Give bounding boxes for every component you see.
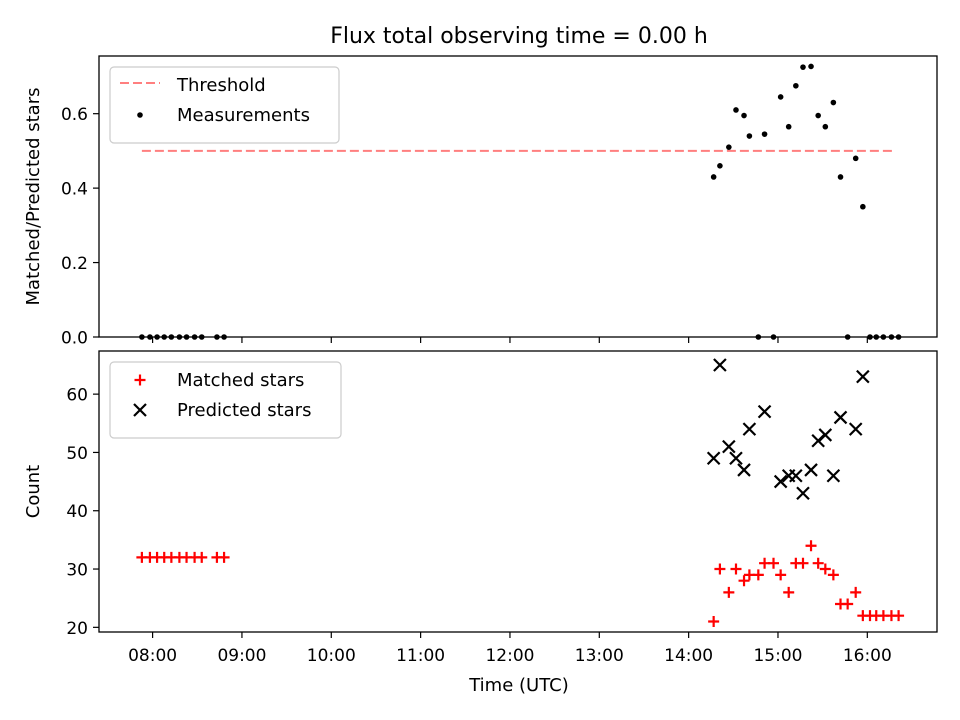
panel2-matched-stars-point-12: [714, 563, 726, 575]
panel1-measurements-point-30: [852, 155, 859, 162]
panel2-matched-stars-point-27: [827, 569, 839, 581]
panel2-legend-handle-0: [134, 374, 146, 386]
panel1-legend-label-0: Threshold: [176, 75, 266, 96]
panel1-y-tick-label-1: 0.2: [61, 254, 88, 274]
panel2-matched-stars-point-21: [783, 586, 795, 598]
panel1-measurements-point-18: [761, 131, 768, 137]
panel2-y-tick-label-1: 30: [66, 561, 88, 581]
x-axis-label: Time (UTC): [468, 675, 569, 696]
panel2-legend-label-0: Matched stars: [177, 370, 304, 391]
x-tick-label-2: 10:00: [307, 646, 356, 666]
panel1-measurements-point-13: [726, 144, 732, 150]
panel2-y-tick-label-4: 60: [66, 386, 88, 406]
panel2-matched-stars-point-29: [842, 598, 854, 610]
panel2-predicted-stars-point-10: [796, 486, 810, 501]
panel2-predicted-stars-point-0: [706, 451, 721, 466]
panel1-measurements-point-24: [808, 63, 814, 70]
panel2-predicted-stars-point-14: [826, 468, 841, 483]
panel1-legend: [109, 66, 340, 144]
panel1-y-tick-label-0: 0.0: [61, 329, 88, 349]
panel2-predicted-stars-point-13: [818, 428, 833, 442]
panel2-matched-stars-point-13: [723, 586, 735, 598]
panel2-predicted-stars-point-5: [742, 422, 757, 436]
panel1-measurements-point-12: [717, 162, 723, 169]
panel2-predicted-stars-point-4: [737, 463, 751, 477]
panel1-measurements-point-21: [785, 123, 792, 130]
panel2-frame: [98, 350, 938, 633]
panel-count: 20 30 40 50 60 08:00 09:00 10:00 11:00 12:00 13:00…: [23, 350, 938, 666]
x-tick-label-8: 16:00: [843, 646, 892, 666]
panel2-y-tick-label-0: 20: [66, 619, 88, 639]
panel2-y-tick-label-3: 50: [66, 444, 88, 464]
panel2-matched-stars-point-23: [797, 557, 809, 569]
x-tick-label-5: 13:00: [575, 646, 624, 666]
panel2-matched-stars-point-25: [812, 557, 824, 569]
panel1-measurements-point-16: [746, 133, 753, 139]
panel1-measurements-point-20: [777, 94, 784, 100]
panel2-matched-stars-point-11: [708, 616, 720, 628]
panel2-predicted-stars-point-16: [848, 422, 863, 436]
panel1-y-tick-label-2: 0.4: [61, 180, 88, 200]
panel2-predicted-stars-point-6: [757, 404, 772, 419]
panel2-matched-stars-point-26: [819, 563, 831, 575]
chart-title: Flux total observing time = 0.00 h: [330, 24, 708, 49]
panel2-matched-stars-point-20: [775, 569, 787, 581]
panel2-matched-stars-point-14: [730, 563, 742, 575]
panel1-measurements-point-31: [860, 203, 866, 210]
panel1-measurements-point-23: [800, 64, 806, 70]
x-tick-label-7: 15:00: [753, 646, 802, 666]
panel2-predicted-stars-point-9: [789, 468, 803, 483]
x-tick-label-3: 11:00: [396, 646, 445, 666]
panel2-matched-stars-point-17: [752, 569, 764, 581]
panel2-legend-handle-1: [133, 403, 147, 417]
panel1-measurements-point-26: [822, 123, 829, 130]
x-tick-label-0: 08:00: [128, 646, 177, 666]
panel2-predicted-stars-point-3: [729, 451, 743, 466]
panel2-predicted-stars-point-2: [722, 439, 736, 454]
panel2-predicted-stars-point-11: [804, 463, 818, 477]
panel1-y-axis-label: Matched/Predicted stars: [23, 88, 44, 306]
panel2-matched-stars-point-24: [805, 540, 817, 552]
panel1-measurements-point-27: [830, 99, 837, 106]
panel1-frame: [98, 55, 938, 338]
panel2-matched-stars-point-8: [196, 551, 208, 563]
panel2-legend: [109, 361, 342, 439]
x-tick-label-4: 12:00: [485, 646, 534, 666]
panel2-predicted-stars-point-15: [833, 410, 848, 425]
panel2-y-axis-label: Count: [23, 465, 44, 518]
panel2-matched-stars-point-15: [738, 575, 750, 587]
panel2-predicted-stars-point-17: [856, 369, 870, 384]
panel1-legend-label-1: Measurements: [177, 105, 310, 126]
panel2-predicted-stars-point-7: [773, 474, 788, 489]
panel2-matched-stars-point-30: [850, 586, 862, 598]
panel1-measurements-point-14: [733, 107, 739, 113]
panel2-y-tick-label-2: 40: [66, 502, 88, 522]
panel1-measurements-point-22: [793, 82, 799, 89]
panel2-legend-label-1: Predicted stars: [177, 400, 311, 421]
panel1-measurements-point-11: [710, 174, 717, 180]
x-tick-label-6: 14:00: [664, 646, 713, 666]
x-tick-label-1: 09:00: [217, 646, 266, 666]
panel1-legend-handle-1: [137, 112, 143, 118]
panel1-measurements-point-15: [741, 112, 747, 119]
panel1-y-tick-label-3: 0.6: [61, 105, 88, 125]
panel2-predicted-stars-point-1: [713, 358, 727, 372]
panel1-measurements-point-28: [837, 174, 844, 180]
panel2-matched-stars-point-19: [768, 557, 780, 569]
panel-ratio: 0.0 0.2 0.4 0.6 Matched/Predicted stars Thres…: [23, 55, 938, 349]
panel1-measurements-point-25: [815, 112, 821, 119]
panel2-matched-stars-point-36: [893, 610, 905, 622]
panel2-matched-stars-point-10: [218, 551, 230, 563]
